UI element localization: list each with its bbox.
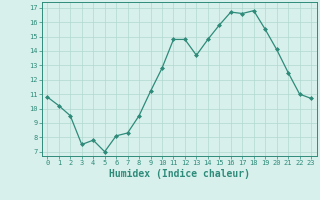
X-axis label: Humidex (Indice chaleur): Humidex (Indice chaleur) <box>109 169 250 179</box>
